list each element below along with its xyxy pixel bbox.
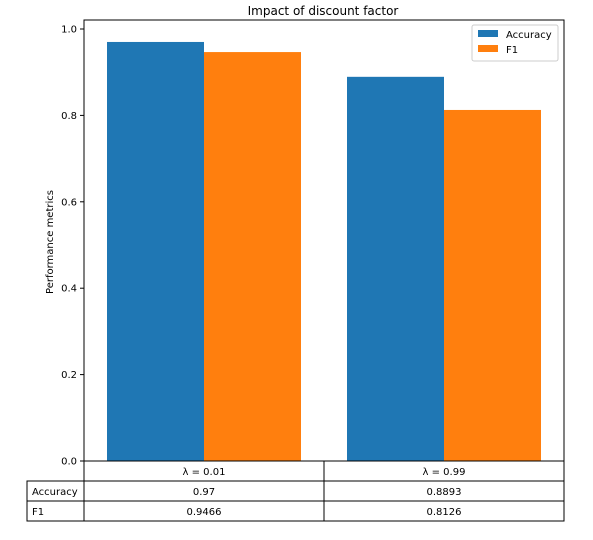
y-axis: 0.0 0.2 0.4 0.6 0.8 1.0: [61, 25, 84, 468]
bar-f1-1: [204, 52, 301, 462]
table-row-label: Accuracy: [32, 487, 78, 498]
bar-accuracy-1: [107, 41, 204, 462]
y-tick-label: 0.6: [61, 197, 77, 208]
table-col-label: λ = 0.99: [423, 467, 466, 478]
table-cell: 0.8893: [427, 487, 462, 498]
table-row: [83, 500, 565, 522]
table-col-label: λ = 0.01: [183, 467, 226, 478]
table-row-label: F1: [32, 507, 44, 518]
legend-swatch-accuracy: [478, 30, 498, 37]
y-tick-label: 0.0: [61, 457, 77, 468]
legend-swatch-f1: [478, 45, 498, 52]
bar-accuracy-2: [347, 76, 444, 462]
legend-label-f1: F1: [506, 45, 518, 56]
data-table: λ = 0.01 λ = 0.99 Accuracy 0.97 0.8893 F1 0.94…: [26, 460, 565, 522]
table-cell: 0.97: [193, 487, 215, 498]
chart-title: Impact of discount factor: [248, 4, 399, 18]
table-cell: 0.8126: [427, 507, 462, 518]
legend: Accuracy F1: [471, 24, 559, 62]
y-tick-label: 0.2: [61, 370, 77, 381]
y-tick-label: 0.8: [61, 111, 77, 122]
bar-f1-2: [444, 109, 541, 462]
y-tick-label: 1.0: [61, 25, 77, 36]
table-cell: 0.9466: [187, 507, 222, 518]
legend-label-accuracy: Accuracy: [506, 30, 552, 41]
bars-group: [107, 41, 541, 462]
y-axis-label: Performance metrics: [45, 190, 56, 294]
y-tick-label: 0.4: [61, 284, 77, 295]
